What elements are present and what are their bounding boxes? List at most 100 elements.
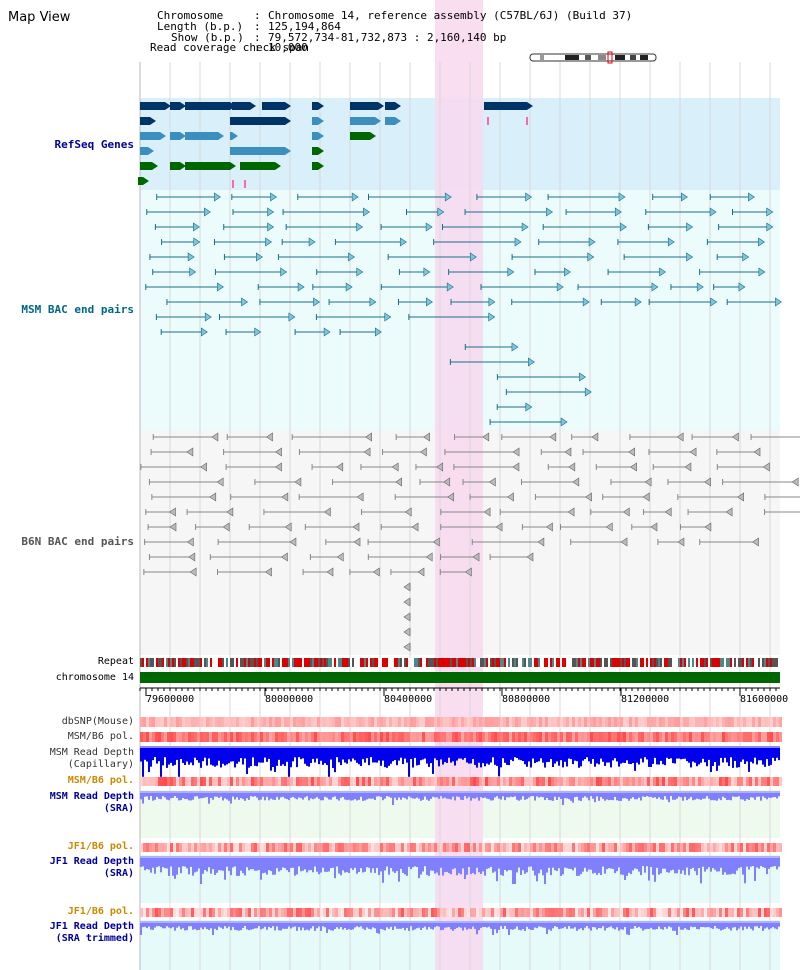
jf1-pol-cell (308, 843, 311, 852)
jf1-depth-bar (222, 856, 224, 871)
jf1-depth-bar (216, 856, 218, 873)
jf1-trim-bar (536, 921, 538, 929)
msm-pol-cell (578, 732, 581, 742)
msm-depth-cap-bar (656, 746, 658, 765)
jf1-depth-bar (458, 856, 460, 874)
track-label-msm-pol[interactable]: MSM/B6 pol. (67, 731, 134, 742)
bac-end-arrow (444, 192, 452, 202)
jf1-depth-bar (202, 856, 204, 874)
msm-pol-cell (542, 732, 545, 742)
msm-pol-2-cell (734, 777, 737, 786)
msm-depth-cap-bar (256, 746, 258, 767)
jf1-depth-bar (290, 856, 292, 868)
jf1-trim-bar (150, 921, 152, 930)
msm-depth-cap-bar (358, 746, 360, 765)
jf1-trim-bar (556, 921, 558, 928)
repeat-bar (748, 658, 750, 667)
track-label-dbsnp[interactable]: dbSNP(Mouse) (61, 716, 134, 727)
msm-pol-cell (404, 732, 407, 742)
track-label-refseq[interactable]: RefSeq Genes (54, 138, 134, 151)
repeat-bar (694, 658, 696, 667)
msm-depth-sra-bar (188, 791, 190, 801)
bac-end-arrow (642, 492, 650, 502)
msm-pol-2-cell (764, 777, 767, 786)
msm-depth-cap-bar (346, 746, 348, 764)
jf1-trim-bar (244, 921, 246, 927)
jf1-pol-2-cell (470, 908, 473, 917)
msm-pol-cell (236, 732, 239, 742)
msm-depth-sra-bar (298, 791, 300, 798)
track-label-msm-depth-sra[interactable]: MSM Read Depth (49, 791, 134, 802)
repeat-bar (714, 658, 716, 667)
jf1-pol-2-cell (683, 908, 686, 917)
track-label-b6n-bac[interactable]: B6N BAC end pairs (21, 535, 134, 548)
msm-depth-sra-bar (350, 791, 352, 801)
msm-pol-2-cell (191, 777, 194, 786)
track-label-jf1-trim[interactable]: JF1 Read Depth (49, 921, 134, 932)
msm-pol-2-cell (686, 777, 689, 786)
repeat-bar (648, 658, 650, 667)
msm-depth-sra-bar (656, 791, 658, 799)
jf1-pol-2-cell (284, 908, 287, 917)
repeat-bar (686, 658, 688, 667)
track-label-jf1-pol-2[interactable]: JF1/B6 pol. (67, 906, 134, 917)
bac-end-arrow (353, 537, 361, 547)
msm-pol-2-cell (491, 777, 494, 786)
repeat-bar (616, 658, 618, 667)
jf1-depth-bar (358, 856, 360, 873)
msm-depth-cap-bar (584, 746, 586, 760)
jf1-trim-bar (230, 921, 232, 931)
repeat-bar (162, 658, 164, 667)
msm-depth-sra-bar (270, 791, 272, 799)
msm-pol-2-cell (386, 777, 389, 786)
jf1-depth-bar (462, 856, 464, 869)
msm-depth-sra-bar (334, 791, 336, 797)
dbsnp-cell (494, 717, 497, 727)
jf1-pol-cell (221, 843, 224, 852)
jf1-depth-bar (740, 856, 742, 868)
msm-depth-sra-bar (654, 791, 656, 798)
jf1-pol-2-cell (680, 908, 683, 917)
msm-pol-cell (200, 732, 203, 742)
msm-pol-cell (320, 732, 323, 742)
jf1-pol-cell (479, 843, 482, 852)
jf1-pol-2-cell (599, 908, 602, 917)
jf1-trim-bar (226, 921, 228, 929)
msm-depth-cap-bar (348, 746, 350, 760)
jf1-pol-cell (269, 843, 272, 852)
repeat-bar (302, 658, 304, 667)
bac-end-arrow (372, 567, 380, 577)
jf1-trim-bar (346, 921, 348, 930)
jf1-pol-cell (260, 843, 263, 852)
msm-depth-cap-bar (502, 746, 504, 759)
jf1-pol-2-cell (770, 908, 773, 917)
jf1-trim-bar (476, 921, 478, 935)
msm-depth-sra-bar (658, 791, 660, 798)
msm-depth-sra-bar (458, 791, 460, 797)
jf1-trim-bar (440, 921, 442, 931)
msm-depth-cap-bar (776, 746, 778, 758)
msm-pol-cell (734, 732, 737, 742)
dbsnp-cell (512, 717, 515, 727)
track-label-msm-bac[interactable]: MSM BAC end pairs (21, 303, 134, 316)
colon: : (254, 41, 261, 54)
track-label-jf1-depth[interactable]: JF1 Read Depth (49, 856, 134, 867)
track-label-msm-pol-2[interactable]: MSM/B6 pol. (67, 775, 134, 786)
repeat-bar (276, 658, 278, 667)
msm-pol-2-cell (632, 777, 635, 786)
msm-pol-2-cell (401, 777, 404, 786)
msm-depth-cap-bar (448, 746, 450, 758)
msm-depth-sra-bar (450, 791, 452, 800)
msm-pol-cell (311, 732, 314, 742)
track-label-msm-depth-cap[interactable]: MSM Read Depth (49, 747, 134, 758)
msm-depth-sra-bar (406, 791, 408, 800)
msm-depth-cap-bar (758, 746, 760, 761)
jf1-depth-bar (730, 856, 732, 875)
jf1-trim-bar (384, 921, 386, 931)
track-label-jf1-pol[interactable]: JF1/B6 pol. (67, 841, 134, 852)
bac-end-arrow (363, 447, 371, 457)
msm-depth-sra-bar (672, 791, 674, 800)
jf1-trim-bar (140, 921, 142, 935)
jf1-pol-cell (764, 843, 767, 852)
